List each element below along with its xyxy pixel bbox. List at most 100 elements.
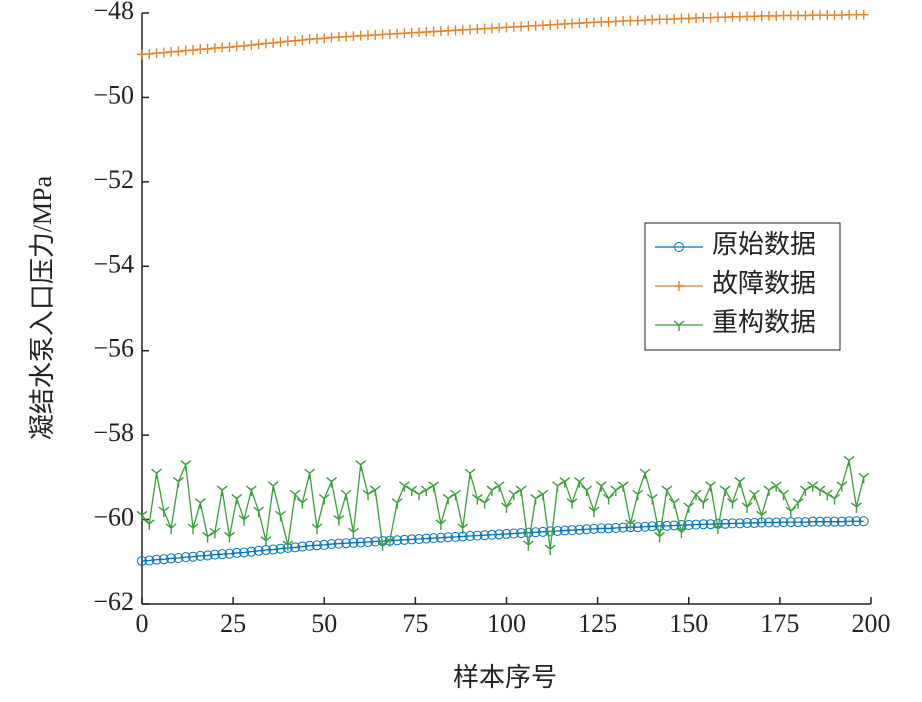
marker [552,481,563,492]
marker [523,527,534,538]
marker [450,489,461,501]
marker [435,519,447,530]
marker [136,510,148,522]
marker [749,517,760,528]
marker [763,517,774,528]
marker [224,42,235,53]
marker [465,531,476,542]
marker [690,489,702,501]
marker [414,533,425,544]
marker [275,543,286,554]
marker [522,540,534,551]
marker [814,516,825,527]
marker [231,493,243,505]
marker [370,536,381,547]
marker [537,489,549,501]
y-tick-label: −54 [93,249,134,278]
marker [289,489,301,501]
marker [188,45,199,56]
marker [673,320,685,331]
marker [297,541,308,552]
marker [596,523,607,534]
marker [282,540,294,551]
marker [151,554,162,565]
marker [668,498,680,509]
marker [610,485,622,497]
marker [748,489,760,501]
x-tick-label: 175 [760,609,799,638]
marker [224,531,235,543]
marker [734,518,745,529]
marker [530,527,541,538]
y-tick-label: −58 [93,418,134,447]
marker [858,516,869,527]
marker [144,48,155,59]
marker [428,533,439,544]
marker [618,522,629,533]
marker [508,528,519,539]
marker [676,527,687,539]
legend-label: 原始数据 [712,230,816,259]
marker [143,519,155,530]
marker [428,481,440,492]
marker [297,35,308,46]
marker [392,535,403,546]
marker [646,493,658,505]
marker [377,540,389,551]
marker [501,502,512,513]
marker [683,502,695,513]
marker [209,527,221,539]
x-tick-label: 125 [578,609,617,638]
marker [727,498,738,509]
marker [355,460,367,471]
marker [573,477,585,488]
marker [413,489,425,501]
marker [246,40,257,51]
marker [253,39,264,50]
x-axis-label: 样本序号 [453,663,557,692]
marker [399,534,410,545]
marker [165,523,177,535]
marker [158,554,169,565]
marker [333,515,345,526]
marker [734,477,746,488]
marker [850,502,862,513]
marker [296,498,308,509]
marker [391,498,403,509]
marker [194,498,206,509]
marker [595,481,607,492]
marker [457,523,469,535]
marker [464,468,476,480]
x-tick-label: 25 [220,609,246,638]
x-tick-label: 0 [136,609,149,638]
marker [173,477,184,488]
marker [822,516,833,527]
marker [588,523,599,534]
marker [326,477,337,488]
marker [406,485,418,497]
y-tick-label: −52 [93,165,134,194]
marker [217,549,228,560]
marker [420,485,432,497]
x-tick-label: 150 [669,609,708,638]
marker [843,455,855,467]
marker [340,489,352,501]
marker [224,548,235,559]
marker [792,498,804,509]
marker [814,485,826,497]
marker [435,532,446,543]
marker [778,517,789,528]
marker [246,546,257,557]
marker [617,481,629,492]
marker [173,552,184,563]
marker [268,544,279,555]
legend-label: 重构数据 [712,308,816,337]
marker [756,510,768,522]
marker [821,489,833,501]
marker [793,517,804,528]
marker [384,536,396,547]
marker [719,485,731,497]
marker [290,542,301,553]
marker [799,485,811,497]
marker [333,538,344,549]
